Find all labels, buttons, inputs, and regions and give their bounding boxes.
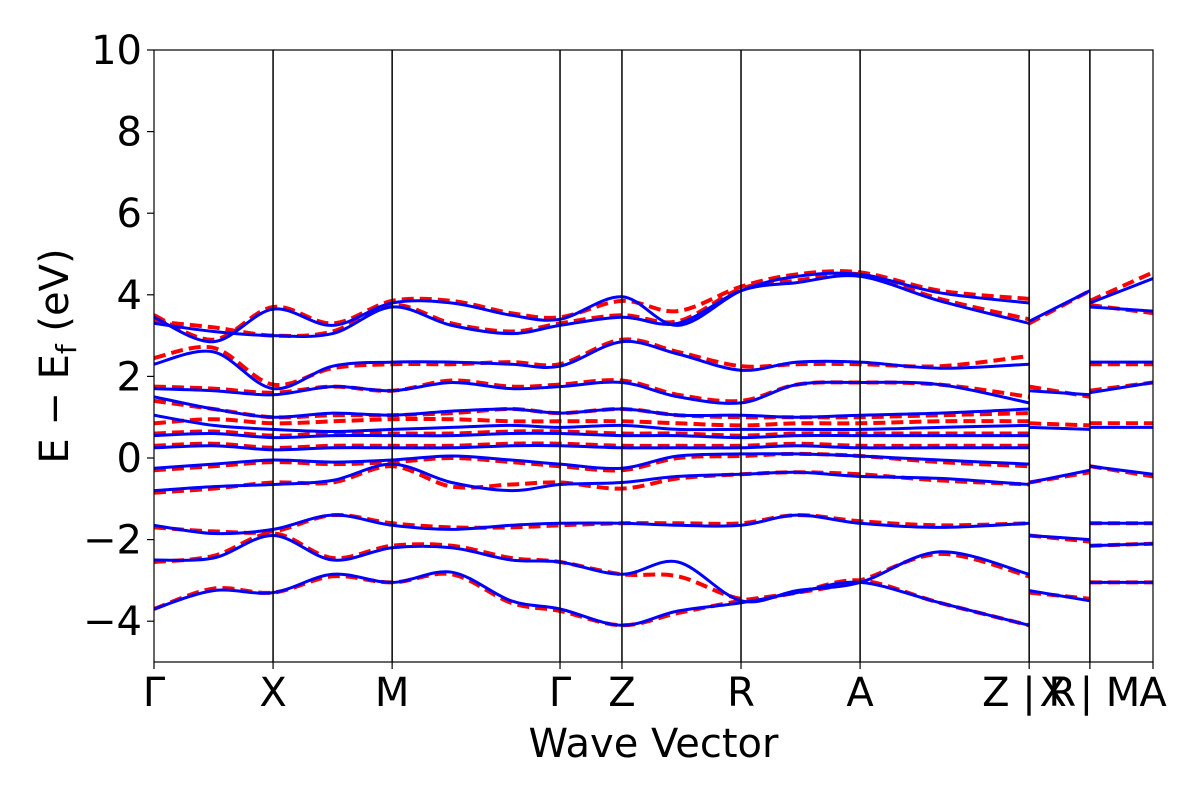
y-tick-label: 0	[117, 436, 142, 482]
band-line	[1089, 305, 1153, 313]
y-tick-label: 10	[91, 28, 142, 74]
band-line	[154, 395, 1030, 419]
y-axis-title-subscript: f	[50, 343, 83, 354]
y-axis-title: E − Ef (eV)	[32, 248, 83, 463]
band-line	[1089, 542, 1153, 548]
y-tick-label: −4	[83, 599, 142, 645]
band-line	[1029, 421, 1090, 428]
x-axis-title: Wave Vector	[529, 721, 780, 767]
band-line	[154, 570, 1030, 627]
y-tick-label: 2	[117, 354, 142, 400]
band-line	[154, 416, 1030, 428]
band-line	[1089, 381, 1153, 395]
y-tick-label: −2	[83, 518, 142, 564]
x-tick-label: Z | R	[982, 670, 1076, 716]
band-line	[1029, 389, 1091, 397]
band-line	[154, 337, 1030, 388]
high-symmetry-lines	[272, 50, 1091, 662]
band-line	[1028, 468, 1091, 484]
band-line	[154, 452, 1030, 470]
y-axis-title-main: E − E	[32, 354, 78, 464]
plot-area	[154, 269, 1153, 628]
y-tick-label: 8	[117, 110, 142, 156]
band-line	[154, 271, 1030, 344]
x-tick-label: A	[1139, 670, 1167, 716]
band-line	[154, 380, 1030, 405]
x-tick-label: Γ	[549, 670, 572, 716]
plot-frame	[153, 49, 1154, 663]
x-tick-label: R	[727, 670, 755, 716]
band-line	[1089, 270, 1153, 303]
y-tick-label: 4	[117, 273, 142, 319]
band-line	[1029, 425, 1090, 431]
y-tick-label: 6	[117, 191, 142, 237]
band-line	[154, 339, 1030, 391]
x-tick-label: Γ	[143, 670, 166, 716]
y-axis-title-unit: (eV)	[32, 248, 78, 344]
series-solid-1	[154, 271, 1153, 627]
band-line	[1089, 277, 1153, 305]
band-line	[154, 464, 1030, 495]
band-line	[1028, 590, 1091, 601]
x-tick-label: A	[846, 670, 874, 716]
band-line	[1089, 464, 1153, 476]
x-tick-label: Z	[608, 670, 635, 716]
band-line	[1028, 589, 1091, 603]
band-line	[1028, 384, 1091, 399]
band-line	[1089, 303, 1153, 316]
x-tick-label: X | M	[1039, 670, 1140, 716]
x-tick-label: X	[259, 670, 286, 716]
x-tick-label: M	[375, 670, 410, 716]
band-line	[1028, 289, 1091, 323]
band-line	[1029, 534, 1091, 542]
